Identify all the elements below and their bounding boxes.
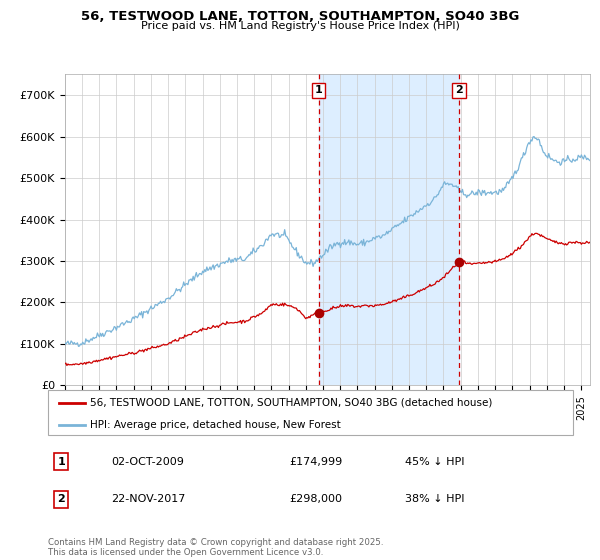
Text: 1: 1 <box>57 457 65 466</box>
Text: 56, TESTWOOD LANE, TOTTON, SOUTHAMPTON, SO40 3BG: 56, TESTWOOD LANE, TOTTON, SOUTHAMPTON, … <box>81 10 519 23</box>
FancyBboxPatch shape <box>48 390 573 435</box>
Text: 2: 2 <box>57 494 65 504</box>
Text: HPI: Average price, detached house, New Forest: HPI: Average price, detached house, New … <box>90 420 341 430</box>
Text: 22-NOV-2017: 22-NOV-2017 <box>111 494 185 504</box>
Text: £298,000: £298,000 <box>290 494 343 504</box>
Text: 45% ↓ HPI: 45% ↓ HPI <box>405 457 464 466</box>
Bar <box>319 74 459 385</box>
Text: 02-OCT-2009: 02-OCT-2009 <box>111 457 184 466</box>
Text: £174,999: £174,999 <box>290 457 343 466</box>
Text: 1: 1 <box>315 85 323 95</box>
Text: Price paid vs. HM Land Registry's House Price Index (HPI): Price paid vs. HM Land Registry's House … <box>140 21 460 31</box>
Text: 38% ↓ HPI: 38% ↓ HPI <box>405 494 464 504</box>
Text: 2: 2 <box>455 85 463 95</box>
Text: 56, TESTWOOD LANE, TOTTON, SOUTHAMPTON, SO40 3BG (detached house): 56, TESTWOOD LANE, TOTTON, SOUTHAMPTON, … <box>90 398 493 408</box>
Text: Contains HM Land Registry data © Crown copyright and database right 2025.
This d: Contains HM Land Registry data © Crown c… <box>48 538 383 557</box>
